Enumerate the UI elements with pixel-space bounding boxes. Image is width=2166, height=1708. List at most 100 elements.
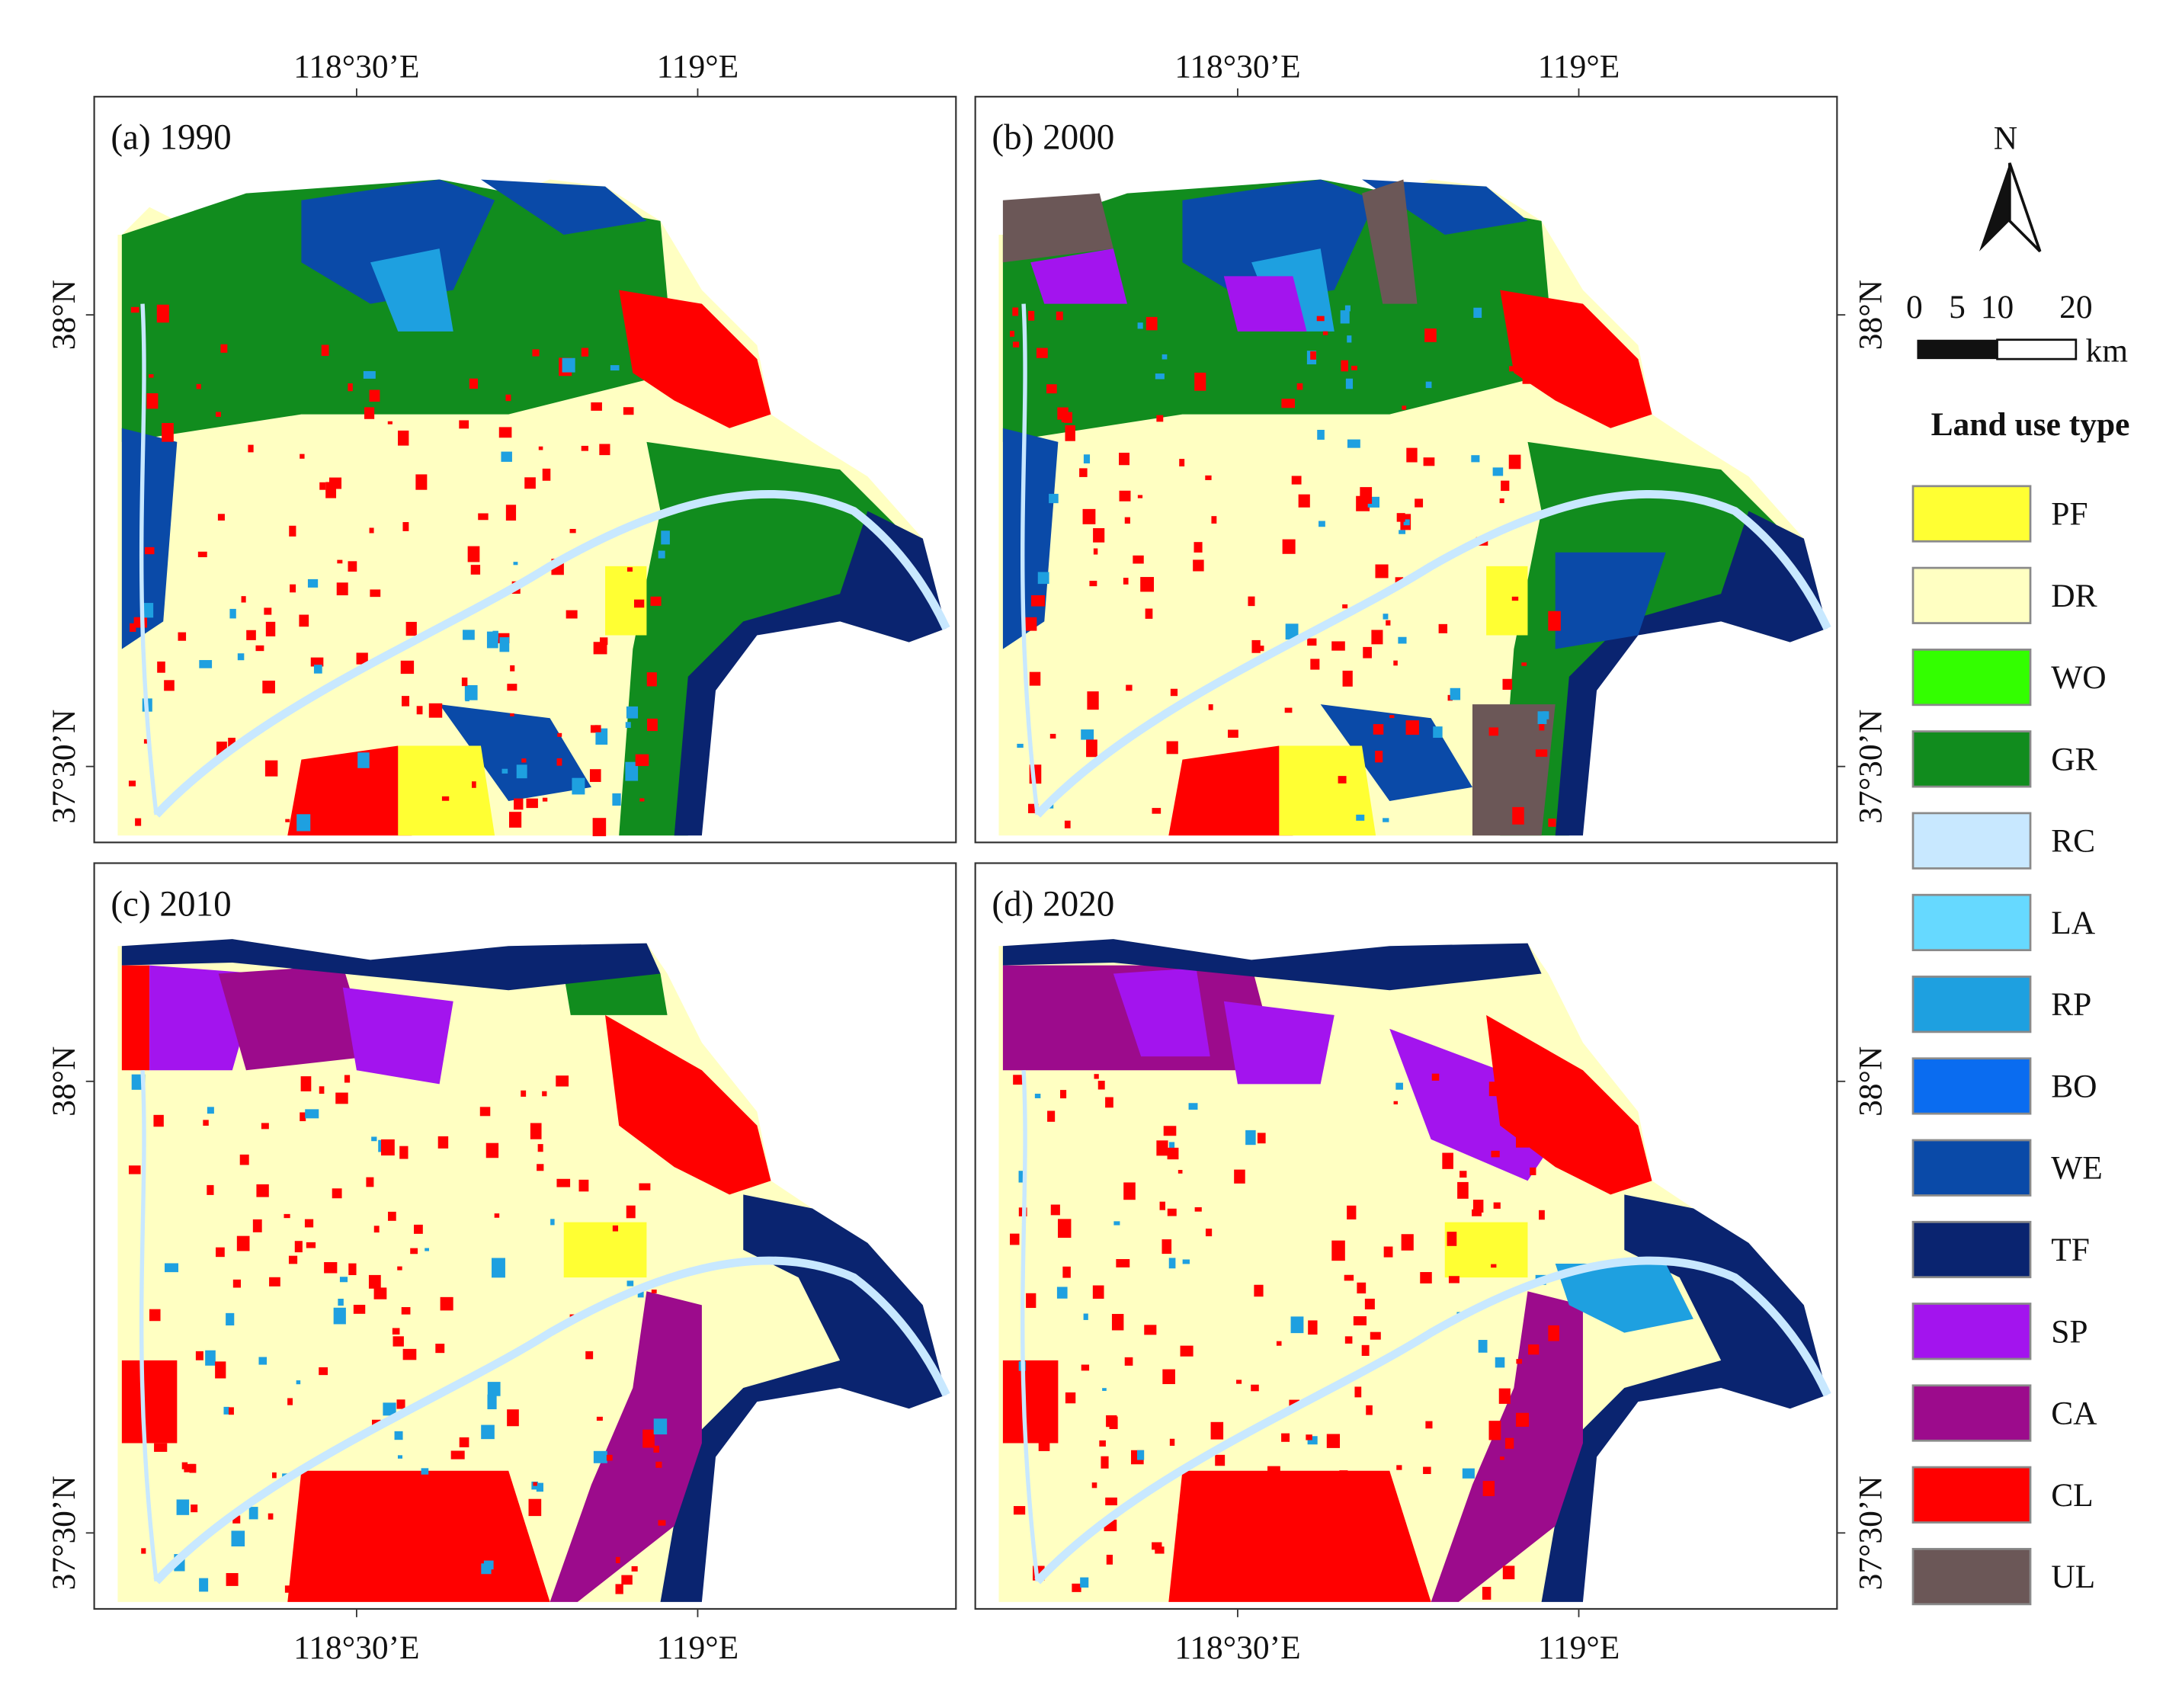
river bbox=[153, 489, 950, 818]
patch-dot bbox=[394, 1431, 403, 1440]
patch-dot bbox=[1498, 1388, 1511, 1404]
patch-dot bbox=[337, 559, 343, 564]
patch-dot bbox=[487, 1382, 501, 1396]
patch-dot bbox=[526, 798, 538, 809]
patch-dot bbox=[399, 1146, 409, 1159]
patch-dot bbox=[1319, 521, 1325, 527]
legend-label: BO bbox=[2051, 1068, 2097, 1104]
patch-dot bbox=[1351, 365, 1357, 370]
patch-dot bbox=[178, 632, 187, 641]
patch-dot bbox=[1331, 1240, 1345, 1261]
patch-dot bbox=[141, 1548, 146, 1554]
land bbox=[117, 939, 947, 1602]
patch-dot bbox=[319, 482, 326, 490]
patch-dot bbox=[593, 1450, 607, 1463]
patch-dot bbox=[1282, 1472, 1293, 1482]
patch-dot bbox=[348, 1263, 357, 1276]
patch-dot bbox=[264, 607, 272, 615]
patch-dot bbox=[1179, 1580, 1190, 1597]
lat-label: 38°N bbox=[1852, 280, 1889, 350]
patch-dot bbox=[255, 645, 264, 652]
patch-dot bbox=[339, 1277, 348, 1283]
patch-dot bbox=[655, 1461, 662, 1468]
land-use-patch bbox=[1168, 1470, 1431, 1602]
patch-dot bbox=[1521, 662, 1527, 666]
patch-dot bbox=[646, 672, 657, 687]
patch-dot bbox=[1236, 1380, 1242, 1384]
patch-dot bbox=[1537, 711, 1547, 725]
patch-dot bbox=[1093, 548, 1098, 555]
patch-dot bbox=[1254, 646, 1264, 652]
lon-label: 119°E bbox=[1538, 48, 1620, 85]
patch-dot bbox=[237, 653, 245, 661]
legend-label: UL bbox=[2051, 1559, 2095, 1595]
patch-dot bbox=[606, 1454, 613, 1461]
patch-dot bbox=[1447, 1232, 1457, 1246]
land-use-patch bbox=[563, 1222, 647, 1278]
patch-dot bbox=[1030, 594, 1045, 607]
patch-dot bbox=[470, 565, 481, 575]
patch-dot bbox=[621, 1575, 633, 1585]
patch-dot bbox=[290, 584, 296, 593]
patch-dot bbox=[313, 665, 322, 674]
patch-dot bbox=[402, 696, 410, 707]
patch-dot bbox=[499, 637, 510, 652]
patch-dot bbox=[1512, 806, 1524, 825]
patch-dot bbox=[1083, 454, 1091, 464]
panel-label: (b) 2000 bbox=[992, 118, 1114, 158]
legend-swatch bbox=[1911, 1466, 2032, 1524]
patch-dot bbox=[507, 684, 517, 691]
patch-dot bbox=[397, 1266, 402, 1271]
patch-dot bbox=[513, 562, 518, 566]
patch-dot bbox=[658, 1520, 666, 1526]
patch-dot bbox=[1393, 660, 1398, 666]
patch-dot bbox=[461, 678, 468, 687]
legend-swatch bbox=[1911, 893, 2032, 952]
patch-dot bbox=[402, 522, 409, 531]
patch-dot bbox=[299, 614, 309, 627]
patch-dot bbox=[388, 1211, 396, 1221]
patch-dot bbox=[325, 482, 337, 498]
patch-dot bbox=[236, 1235, 250, 1251]
patch-dot bbox=[594, 725, 601, 732]
patch-dot bbox=[197, 551, 207, 558]
patch-dot bbox=[226, 1312, 235, 1326]
patch-dot bbox=[1282, 539, 1296, 554]
patch-dot bbox=[229, 1407, 234, 1415]
legend-label: GR bbox=[2051, 741, 2097, 777]
patch-dot bbox=[195, 1351, 203, 1360]
patch-dot bbox=[1145, 608, 1153, 619]
patch-dot bbox=[1097, 1081, 1105, 1090]
patch-dot bbox=[1344, 1336, 1353, 1344]
map-panel: (a) 1990 118°30’E 119°E 38°N 37°30’N bbox=[46, 48, 957, 844]
patch-dot bbox=[1188, 1103, 1198, 1110]
patch-dot bbox=[1081, 729, 1094, 740]
patch-dot bbox=[1478, 1340, 1488, 1353]
patch-dot bbox=[615, 1584, 623, 1594]
legend-label: SP bbox=[2051, 1313, 2087, 1350]
patch-dot bbox=[1424, 328, 1437, 342]
patch-dot bbox=[1442, 1152, 1453, 1169]
patch-dot bbox=[1423, 457, 1435, 466]
patch-dot bbox=[624, 304, 630, 310]
patch-dot bbox=[1342, 604, 1348, 609]
patch-dot bbox=[625, 761, 639, 781]
patch-dot bbox=[1094, 1074, 1099, 1079]
patch-dot bbox=[371, 1136, 377, 1142]
patch-dot bbox=[333, 1307, 346, 1325]
patch-dot bbox=[1367, 1518, 1382, 1528]
patch-dot bbox=[1457, 1181, 1469, 1199]
land-use-patch bbox=[301, 179, 495, 304]
patch-dot bbox=[1124, 517, 1130, 524]
patch-dot bbox=[229, 608, 236, 619]
patch-dot bbox=[1331, 641, 1345, 651]
patch-dot bbox=[521, 758, 527, 763]
patch-dot bbox=[631, 1565, 638, 1572]
north-arrow-right bbox=[2008, 162, 2042, 253]
patch-dot bbox=[1092, 1285, 1104, 1299]
patch-dot bbox=[633, 1130, 639, 1136]
patch-dot bbox=[639, 1183, 651, 1190]
land-use-patch bbox=[121, 939, 661, 991]
patch-dot bbox=[401, 1307, 411, 1315]
patch-dot bbox=[1509, 366, 1517, 372]
